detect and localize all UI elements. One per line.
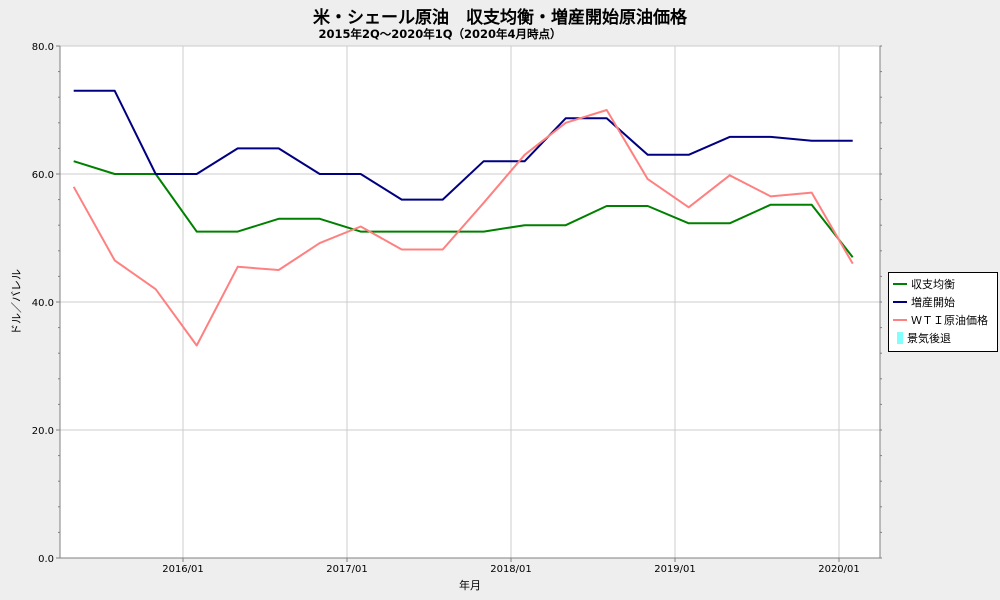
legend-swatch <box>893 301 907 303</box>
y-tick-label: 40.0 <box>32 298 54 309</box>
y-tick-label: 80.0 <box>32 42 54 53</box>
legend-label: 収支均衡 <box>911 278 955 291</box>
y-tick-label: 0.0 <box>38 554 54 565</box>
legend-item: 収支均衡 <box>893 277 955 291</box>
x-tick-label: 2018/01 <box>490 564 532 575</box>
legend-swatch <box>897 332 903 344</box>
legend-label: 増産開始 <box>911 296 955 309</box>
legend-item: 増産開始 <box>893 295 955 309</box>
series-line-1 <box>73 160 854 258</box>
legend-label: ＷＴＩ原油価格 <box>911 314 988 327</box>
y-axis-label: ドル／バレル <box>10 269 23 335</box>
series-line-3 <box>72 109 854 347</box>
x-tick-label: 2016/01 <box>162 564 204 575</box>
legend-item: 景気後退 <box>893 331 951 345</box>
x-tick-label: 2019/01 <box>654 564 696 575</box>
series-line-2 <box>73 89 853 201</box>
legend-item: ＷＴＩ原油価格 <box>893 313 988 327</box>
legend: 収支均衡増産開始 ＷＴＩ原油価格景気後退 <box>888 272 998 352</box>
y-tick-label: 20.0 <box>32 426 54 437</box>
legend-label: 景気後退 <box>907 332 951 345</box>
chart-subtitle: 2015年2Q～2020年1Q（2020年4月時点） <box>318 27 562 41</box>
x-tick-label: 2017/01 <box>326 564 368 575</box>
legend-swatch <box>893 319 907 321</box>
legend-swatch <box>893 283 907 285</box>
chart-title: 米・シェール原油 収支均衡・増産開始原油価格 <box>313 8 687 28</box>
x-tick-label: 2020/01 <box>818 564 860 575</box>
y-tick-label: 60.0 <box>32 170 54 181</box>
x-axis-label: 年月 <box>459 578 481 592</box>
